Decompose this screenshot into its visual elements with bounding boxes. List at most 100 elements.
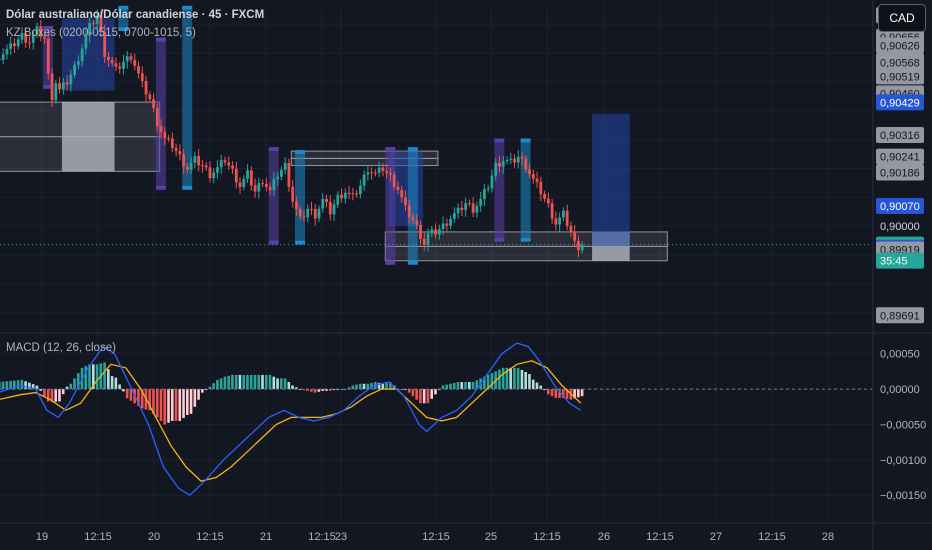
macd-histogram-bar xyxy=(343,389,347,391)
candle-body xyxy=(513,158,516,163)
candle-body xyxy=(35,26,39,35)
macd-histogram-bar xyxy=(509,367,512,390)
price-tag-label: 0,90186 xyxy=(880,167,920,179)
macd-histogram-bar xyxy=(272,376,276,390)
macd-histogram-bar xyxy=(535,382,539,390)
macd-histogram-bar xyxy=(475,380,479,390)
kz-session-cap xyxy=(407,260,418,265)
macd-histogram-bar xyxy=(321,389,324,391)
candle-body xyxy=(246,170,249,179)
macd-histogram-bar xyxy=(155,389,159,418)
kz-session-cap xyxy=(268,240,279,245)
candle-body xyxy=(50,73,54,101)
candle-body xyxy=(197,155,201,166)
candle-body xyxy=(186,166,189,170)
candle-body xyxy=(490,175,494,189)
macd-histogram-bar xyxy=(452,382,456,390)
indicator-legend-macd[interactable]: MACD (12, 26, close) xyxy=(6,342,116,354)
candle-body xyxy=(219,160,223,168)
candle-body xyxy=(73,64,76,75)
price-tag-bg xyxy=(876,37,924,54)
candle-body xyxy=(400,189,404,198)
macd-histogram-bar xyxy=(189,389,193,414)
macd-histogram-bar xyxy=(39,389,42,391)
candle-body xyxy=(580,244,584,251)
candle-body xyxy=(13,43,16,47)
candle-body xyxy=(468,203,471,205)
macd-histogram-bar xyxy=(69,383,73,390)
candle-body xyxy=(114,63,118,67)
macd-axis-label: −0,00100 xyxy=(880,455,926,467)
macd-histogram-bar xyxy=(137,389,140,406)
kz-session-cap xyxy=(385,147,396,152)
kz-session-cap xyxy=(268,147,279,152)
time-axis-label: 26 xyxy=(598,531,610,543)
candle-body xyxy=(234,168,238,183)
candle-body xyxy=(65,82,69,85)
macd-histogram-bar xyxy=(419,389,422,404)
time-axis-label: 12:15 xyxy=(196,531,224,543)
macd-histogram-bar xyxy=(524,371,527,390)
candle-body xyxy=(182,154,186,167)
candle-body xyxy=(291,186,295,202)
macd-histogram-bar xyxy=(370,382,373,390)
kz-session-cap xyxy=(182,5,193,10)
macd-histogram-bar xyxy=(355,384,358,390)
candle-body xyxy=(242,178,246,188)
price-tag-bg xyxy=(876,68,924,85)
price-tag-label: 0,90316 xyxy=(880,130,920,142)
candle-body xyxy=(419,224,422,239)
macd-histogram-bar xyxy=(377,382,381,390)
candle-body xyxy=(336,194,340,205)
candle-body xyxy=(148,94,152,100)
candle-body xyxy=(5,48,9,55)
price-tag-label: 0,90241 xyxy=(880,152,920,164)
symbol-title[interactable]: Dólar australiano/Dólar canadiense · 45 … xyxy=(6,9,265,21)
macd-histogram-bar xyxy=(340,389,343,391)
time-axis-label: 12:15 xyxy=(533,531,561,543)
price-tag-label: 0,89691 xyxy=(880,310,920,322)
currency-button[interactable]: CAD xyxy=(878,4,926,32)
price-tag-label: 0,90000 xyxy=(880,221,920,233)
candle-body xyxy=(332,204,336,215)
macd-histogram-bar xyxy=(498,369,501,390)
candle-body xyxy=(54,83,58,101)
macd-axis-label: 0,00050 xyxy=(880,349,920,361)
candle-body xyxy=(498,162,501,167)
macd-histogram-bar xyxy=(24,381,27,390)
indicator-legend-kz-boxes[interactable]: KZ Boxes (0200-0515, 0700-1015, 5) xyxy=(6,27,196,39)
candle-body xyxy=(475,205,479,213)
macd-histogram-bar xyxy=(253,374,257,390)
macd-histogram-bar xyxy=(84,366,88,390)
candle-body xyxy=(385,171,389,173)
macd-histogram-bar xyxy=(5,381,9,390)
macd-histogram-bar xyxy=(95,364,99,390)
macd-histogram-bar xyxy=(328,389,332,391)
kz-session-cap xyxy=(155,37,166,42)
macd-histogram-bar xyxy=(219,378,223,390)
kz-session-cap xyxy=(43,84,54,89)
candle-body xyxy=(366,172,370,175)
candle-body xyxy=(479,198,483,206)
candle-body xyxy=(528,169,531,175)
candle-body xyxy=(554,218,558,225)
kz-session-cap xyxy=(520,138,531,143)
candle-body xyxy=(253,185,257,192)
time-axis-label: 20 xyxy=(148,531,160,543)
macd-plot xyxy=(0,342,872,497)
time-axis-label: 25 xyxy=(485,531,497,543)
kz-session-bar xyxy=(295,154,306,241)
candle-body xyxy=(546,198,550,204)
macd-histogram-bar xyxy=(577,389,580,398)
macd-histogram-bar xyxy=(129,389,133,401)
grid-lines xyxy=(0,4,872,520)
candle-body xyxy=(88,23,92,36)
macd-histogram-bar xyxy=(0,382,1,390)
kz-session-cap xyxy=(43,25,54,30)
candle-body xyxy=(298,208,302,217)
macd-histogram-bar xyxy=(276,378,279,390)
macd-histogram-bar xyxy=(125,389,129,399)
candle-body xyxy=(140,73,144,81)
